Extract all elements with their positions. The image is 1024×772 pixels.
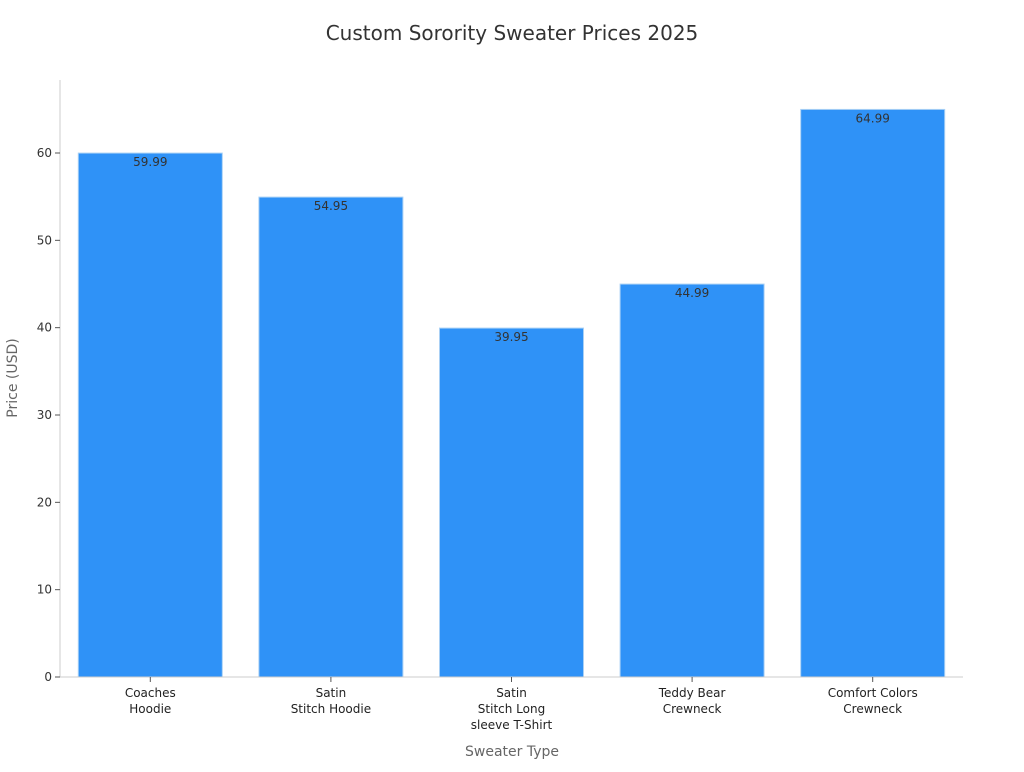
data-label: 59.99 — [133, 155, 167, 169]
y-axis: 0 10 20 30 40 50 60 — [37, 80, 61, 684]
x-tick-label: Stitch Long — [478, 702, 545, 716]
x-axis-label: Sweater Type — [465, 744, 559, 760]
x-tick-label: Satin — [316, 686, 347, 700]
x-tick-label: Comfort Colors — [828, 686, 918, 700]
y-tick-label: 0 — [44, 670, 52, 684]
x-tick-label: Hoodie — [129, 702, 171, 716]
y-tick-label: 60 — [37, 146, 52, 160]
data-label: 64.99 — [856, 111, 890, 125]
chart-title: Custom Sorority Sweater Prices 2025 — [326, 21, 699, 45]
x-tick-label: sleeve T-Shirt — [471, 718, 553, 732]
x-tick-label: Satin — [496, 686, 527, 700]
x-tick-label: Crewneck — [663, 702, 722, 716]
x-tick-label: Coaches — [125, 686, 176, 700]
bar — [258, 196, 404, 678]
y-tick-label: 10 — [37, 583, 52, 597]
x-axis: Coaches Hoodie Satin Stitch Hoodie Satin Stit… — [60, 676, 963, 732]
y-tick-label: 50 — [37, 233, 52, 247]
x-tick-label: Teddy Bear — [658, 686, 726, 700]
bar — [439, 327, 584, 678]
y-tick-label: 30 — [37, 408, 52, 422]
y-tick-label: 20 — [37, 495, 52, 509]
bars: 59.99 54.95 39.95 44.99 64.99 — [77, 108, 946, 678]
x-tick-label: Crewneck — [843, 702, 902, 716]
y-tick-label: 40 — [37, 321, 52, 335]
bar — [77, 152, 223, 678]
bar — [619, 283, 765, 678]
y-axis-label: Price (USD) — [5, 338, 21, 417]
x-tick-label: Stitch Hoodie — [291, 702, 371, 716]
data-label: 44.99 — [675, 286, 709, 300]
bar — [800, 108, 946, 678]
data-label: 54.95 — [314, 199, 348, 213]
data-label: 39.95 — [494, 330, 528, 344]
